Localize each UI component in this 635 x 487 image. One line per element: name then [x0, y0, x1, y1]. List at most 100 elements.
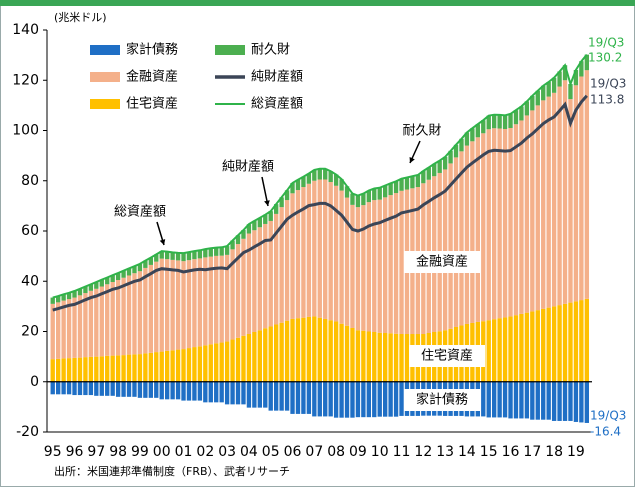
bar	[159, 251, 164, 259]
bar	[464, 132, 470, 146]
bar	[246, 334, 252, 382]
bar	[562, 65, 568, 81]
bar	[306, 173, 312, 184]
bar	[83, 293, 88, 358]
bar	[350, 381, 355, 418]
bar	[464, 145, 470, 324]
bar	[301, 381, 306, 414]
x-tick-label: 13	[436, 444, 454, 460]
bar	[77, 381, 83, 396]
bar	[186, 252, 192, 261]
end-label: 19/Q3	[590, 77, 626, 91]
bar	[126, 268, 132, 276]
bar	[470, 141, 475, 323]
bar	[110, 381, 115, 396]
bar	[175, 349, 181, 382]
bar	[252, 381, 257, 408]
x-tick-label: 07	[305, 444, 323, 460]
bar	[328, 320, 333, 382]
bar	[164, 259, 170, 351]
bar	[77, 357, 83, 382]
bar	[214, 343, 219, 382]
bar	[508, 381, 513, 419]
bar	[50, 297, 55, 304]
legend-swatch	[90, 99, 120, 109]
bar	[268, 220, 273, 327]
bar	[344, 197, 350, 326]
bar	[344, 186, 350, 198]
bar	[579, 381, 584, 423]
bar	[453, 144, 459, 158]
end-value-label: 113.8	[590, 93, 624, 107]
bar	[546, 307, 551, 382]
bar	[312, 180, 317, 317]
bar	[154, 261, 159, 353]
bar	[246, 224, 252, 234]
bar	[224, 381, 230, 405]
bar	[246, 233, 252, 335]
annotation-box	[404, 251, 480, 273]
bar	[137, 271, 143, 355]
bar	[230, 249, 235, 340]
bar	[333, 321, 339, 382]
bar	[524, 381, 530, 419]
bar	[197, 381, 203, 401]
bar	[50, 381, 55, 395]
bar	[143, 260, 148, 268]
x-tick-label: 99	[131, 444, 149, 460]
bar	[393, 333, 399, 382]
bar	[382, 333, 388, 382]
bar	[94, 288, 99, 357]
bar	[284, 200, 290, 321]
bar	[568, 381, 573, 421]
bar	[382, 197, 388, 334]
bar	[372, 381, 377, 418]
bar	[290, 381, 295, 414]
bar	[502, 115, 508, 129]
bar	[557, 305, 562, 382]
bar	[99, 356, 104, 382]
legend-label: 総資産額	[251, 96, 303, 112]
bar	[475, 137, 481, 322]
bar	[339, 179, 344, 191]
bar	[154, 254, 159, 262]
bar	[164, 251, 170, 260]
bar	[132, 273, 137, 355]
bar	[306, 381, 312, 414]
bar	[481, 381, 486, 417]
bar	[372, 200, 377, 333]
bar	[535, 310, 540, 382]
x-tick-label: 02	[196, 444, 214, 460]
bar	[437, 160, 442, 173]
bar	[486, 381, 491, 418]
bar	[393, 381, 399, 417]
bar	[126, 354, 132, 382]
bar	[491, 114, 497, 129]
bar	[203, 257, 208, 346]
bar	[519, 313, 524, 382]
bar	[323, 168, 328, 180]
x-tick-label: 95	[44, 444, 62, 460]
bar	[241, 381, 246, 405]
bar	[459, 151, 464, 326]
x-tick-label: 97	[87, 444, 105, 460]
x-tick-label: 19	[567, 444, 585, 460]
bar	[295, 381, 301, 414]
bar	[377, 187, 382, 200]
bar	[366, 331, 372, 382]
bar	[568, 99, 573, 303]
bar	[562, 80, 568, 304]
annotation-arrowhead	[264, 200, 270, 206]
bar	[290, 183, 295, 194]
bar	[579, 76, 584, 301]
bar	[328, 171, 333, 183]
bar	[399, 190, 404, 335]
bar	[388, 183, 393, 196]
bar	[88, 284, 94, 291]
bar	[110, 275, 115, 283]
bar	[502, 317, 508, 382]
end-value-label: -16.4	[590, 425, 621, 439]
bar	[361, 330, 366, 382]
bar	[159, 351, 164, 382]
bar	[442, 169, 448, 331]
